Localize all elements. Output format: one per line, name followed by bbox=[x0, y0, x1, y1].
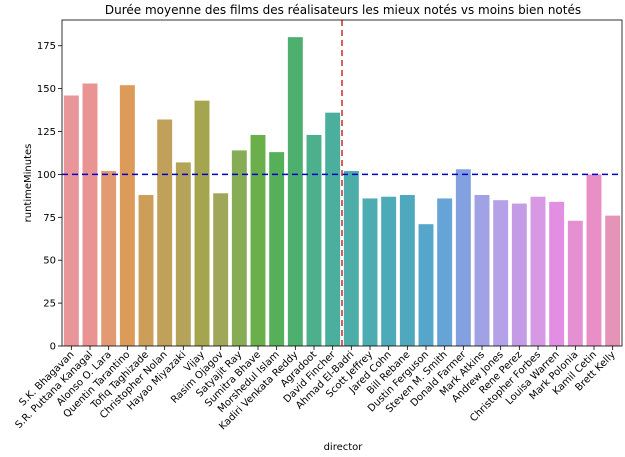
bar bbox=[455, 169, 471, 346]
bar bbox=[567, 220, 583, 346]
chart-title: Durée moyenne des films des réalisateurs… bbox=[105, 3, 581, 17]
plot-frame bbox=[61, 19, 623, 347]
y-tick-label: 75 bbox=[43, 213, 56, 224]
bar bbox=[362, 198, 378, 346]
bar bbox=[250, 134, 266, 346]
bar bbox=[343, 170, 359, 346]
reference-lines bbox=[62, 20, 622, 346]
y-axis: 0 25 50 75 100 125 150 175 bbox=[37, 41, 62, 353]
bar bbox=[325, 112, 341, 346]
bar bbox=[605, 215, 621, 346]
bar bbox=[399, 195, 415, 346]
bar bbox=[175, 162, 191, 346]
bar bbox=[82, 83, 98, 347]
bar bbox=[437, 198, 453, 346]
bars bbox=[63, 37, 621, 347]
y-tick-label: 150 bbox=[37, 84, 56, 95]
bar bbox=[511, 203, 527, 346]
y-tick-label: 175 bbox=[37, 41, 56, 52]
bar bbox=[138, 195, 154, 346]
bar bbox=[194, 100, 210, 346]
bar bbox=[101, 170, 117, 346]
bar bbox=[231, 150, 247, 346]
x-axis-label: director bbox=[324, 442, 364, 453]
bar bbox=[586, 174, 602, 346]
bar bbox=[530, 196, 546, 346]
bar bbox=[474, 195, 490, 346]
bar bbox=[549, 201, 565, 346]
bar bbox=[418, 224, 434, 346]
bar bbox=[381, 196, 397, 346]
bar bbox=[63, 95, 79, 346]
y-axis-label: runtimeMinutes bbox=[23, 144, 34, 223]
bar bbox=[287, 37, 303, 346]
y-tick-label: 0 bbox=[50, 342, 56, 353]
bar bbox=[213, 193, 229, 346]
bar bbox=[306, 134, 322, 346]
y-tick-label: 50 bbox=[43, 256, 56, 267]
bar bbox=[269, 152, 285, 346]
bar bbox=[119, 85, 135, 346]
bar bbox=[493, 200, 509, 346]
y-tick-label: 100 bbox=[37, 170, 56, 181]
y-tick-label: 125 bbox=[37, 127, 56, 138]
y-tick-label: 25 bbox=[43, 299, 56, 310]
bar bbox=[157, 119, 173, 346]
